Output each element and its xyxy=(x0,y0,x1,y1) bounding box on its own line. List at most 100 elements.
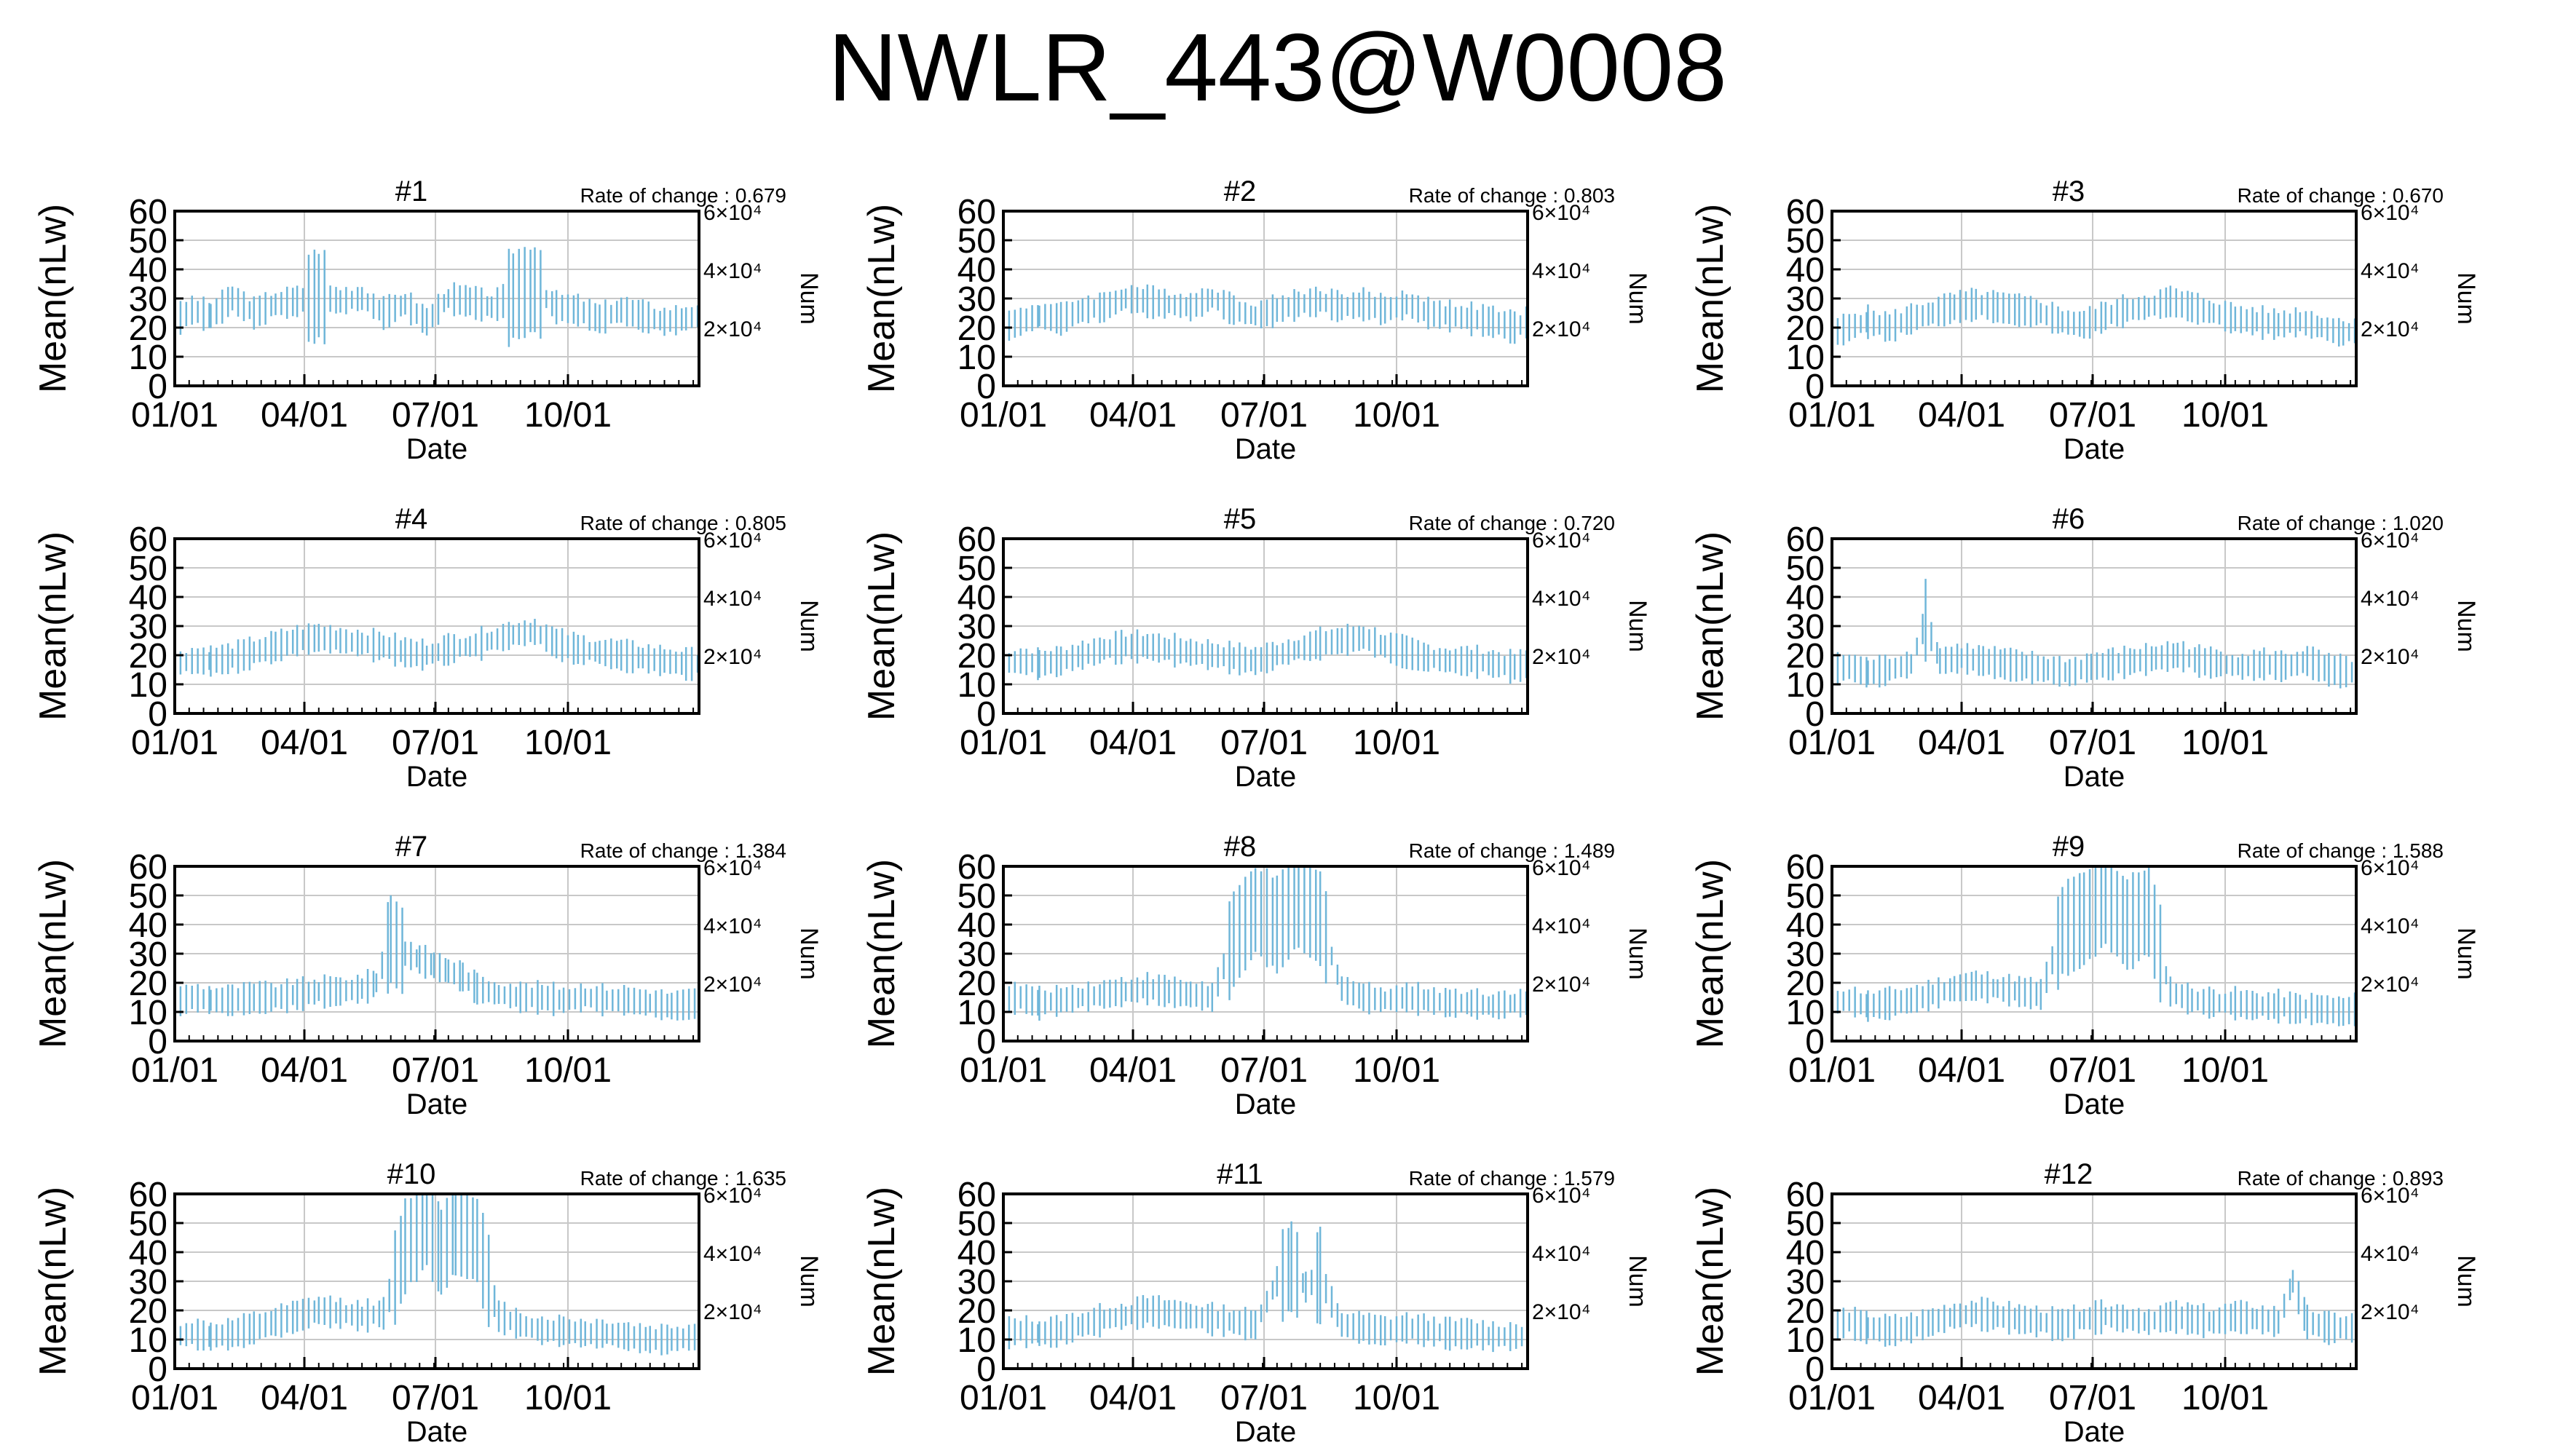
x-tick-label: 01/01 xyxy=(1788,396,1876,435)
x-axis-label: Date xyxy=(406,1416,468,1448)
x-tick-label: 01/01 xyxy=(131,1051,218,1090)
y2-tick-label: 6×10⁴ xyxy=(703,1184,762,1208)
y2-tick-label: 2×10⁴ xyxy=(1532,973,1590,997)
y-tick-label: 30 xyxy=(957,280,996,319)
x-tick-label: 01/01 xyxy=(960,1379,1047,1417)
rate-of-change: Rate of change : 1.579 xyxy=(1409,1167,1615,1190)
y-tick-label: 50 xyxy=(957,1205,996,1243)
x-tick-label: 01/01 xyxy=(1788,724,1876,762)
y2-axis-label: Num xyxy=(2452,1255,2480,1307)
y2-tick-label: 2×10⁴ xyxy=(2361,317,2419,341)
panel-title: #3 xyxy=(2053,175,2085,207)
y-tick-label: 20 xyxy=(957,637,996,676)
y-tick-label: 40 xyxy=(129,1234,167,1273)
y-tick-label: 10 xyxy=(957,339,996,377)
y-tick-label: 40 xyxy=(1786,906,1825,945)
y-tick-label: 30 xyxy=(129,935,167,974)
y2-axis-label: Num xyxy=(795,927,823,980)
y-tick-label: 50 xyxy=(957,550,996,588)
x-tick-label: 10/01 xyxy=(524,1379,612,1417)
panel-title: #6 xyxy=(2053,503,2085,535)
x-axis-label: Date xyxy=(2064,1088,2125,1120)
x-axis-label: Date xyxy=(1235,1088,1297,1120)
y2-tick-label: 6×10⁴ xyxy=(703,856,762,880)
y2-tick-label: 2×10⁴ xyxy=(703,973,762,997)
y-tick-label: 40 xyxy=(1786,579,1825,617)
y2-axis-label: Num xyxy=(1624,1255,1651,1307)
x-tick-label: 04/01 xyxy=(1918,1379,2005,1417)
x-axis-label: Date xyxy=(406,761,468,793)
y-tick-label: 30 xyxy=(129,1263,167,1302)
y2-tick-label: 2×10⁴ xyxy=(2361,1300,2419,1324)
y-axis-label: Mean(nLw) xyxy=(861,859,903,1048)
y-tick-label: 10 xyxy=(1786,994,1825,1032)
y2-tick-label: 4×10⁴ xyxy=(703,1242,762,1266)
rate-of-change: Rate of change : 1.384 xyxy=(580,839,786,862)
y-tick-label: 20 xyxy=(129,965,167,1003)
y2-axis-label: Num xyxy=(2452,927,2480,980)
y2-tick-label: 6×10⁴ xyxy=(703,529,762,553)
x-tick-label: 01/01 xyxy=(131,724,218,762)
y-tick-label: 0 xyxy=(148,1023,167,1061)
x-tick-label: 10/01 xyxy=(1353,724,1440,762)
y2-tick-label: 6×10⁴ xyxy=(1532,856,1590,880)
y-tick-label: 10 xyxy=(129,666,167,705)
x-tick-label: 04/01 xyxy=(1918,1051,2005,1090)
y-tick-label: 30 xyxy=(957,1263,996,1302)
y-tick-label: 40 xyxy=(957,251,996,290)
rate-of-change: Rate of change : 1.489 xyxy=(1409,839,1615,862)
y-tick-label: 40 xyxy=(957,579,996,617)
y-axis-label: Mean(nLw) xyxy=(1689,859,1731,1048)
y-tick-label: 20 xyxy=(1786,965,1825,1003)
y-tick-label: 60 xyxy=(1786,521,1825,559)
y-tick-label: 0 xyxy=(1805,1023,1825,1061)
y-tick-label: 20 xyxy=(957,1292,996,1331)
panel-title: #2 xyxy=(1224,175,1257,207)
y-tick-label: 30 xyxy=(957,935,996,974)
y-tick-label: 10 xyxy=(1786,1321,1825,1360)
y-tick-label: 20 xyxy=(129,1292,167,1331)
y-tick-label: 30 xyxy=(129,608,167,646)
y-tick-label: 30 xyxy=(1786,280,1825,319)
y-tick-label: 0 xyxy=(1805,1350,1825,1389)
y-tick-label: 60 xyxy=(957,521,996,559)
y2-tick-label: 2×10⁴ xyxy=(1532,645,1590,669)
y-tick-label: 60 xyxy=(1786,848,1825,887)
x-tick-label: 04/01 xyxy=(1089,1379,1177,1417)
y-tick-label: 50 xyxy=(1786,222,1825,261)
y-tick-label: 20 xyxy=(957,309,996,348)
y-tick-label: 50 xyxy=(129,550,167,588)
x-axis-label: Date xyxy=(406,433,468,465)
y-tick-label: 60 xyxy=(129,521,167,559)
y-tick-label: 60 xyxy=(129,193,167,232)
y-tick-label: 0 xyxy=(976,1350,996,1389)
rate-of-change: Rate of change : 0.720 xyxy=(1409,512,1615,534)
y-tick-label: 30 xyxy=(1786,608,1825,646)
x-tick-label: 04/01 xyxy=(1918,396,2005,435)
y-tick-label: 10 xyxy=(129,339,167,377)
x-tick-label: 07/01 xyxy=(2049,1051,2136,1090)
y-tick-label: 0 xyxy=(148,368,167,406)
panel-title: #7 xyxy=(395,831,428,863)
y-tick-label: 10 xyxy=(957,994,996,1032)
x-tick-label: 10/01 xyxy=(1353,1051,1440,1090)
y2-tick-label: 4×10⁴ xyxy=(2361,1242,2419,1266)
y-tick-label: 60 xyxy=(957,848,996,887)
y-tick-label: 10 xyxy=(129,1321,167,1360)
y2-tick-label: 6×10⁴ xyxy=(2361,856,2419,880)
x-tick-label: 10/01 xyxy=(524,724,612,762)
y2-tick-label: 6×10⁴ xyxy=(1532,201,1590,225)
y-tick-label: 20 xyxy=(129,637,167,676)
y-axis-label: Mean(nLw) xyxy=(861,204,903,393)
x-tick-label: 10/01 xyxy=(2181,1051,2269,1090)
rate-of-change: Rate of change : 0.670 xyxy=(2238,184,2444,207)
y-tick-label: 10 xyxy=(1786,666,1825,705)
y2-tick-label: 4×10⁴ xyxy=(2361,914,2419,938)
x-tick-label: 04/01 xyxy=(1089,1051,1177,1090)
